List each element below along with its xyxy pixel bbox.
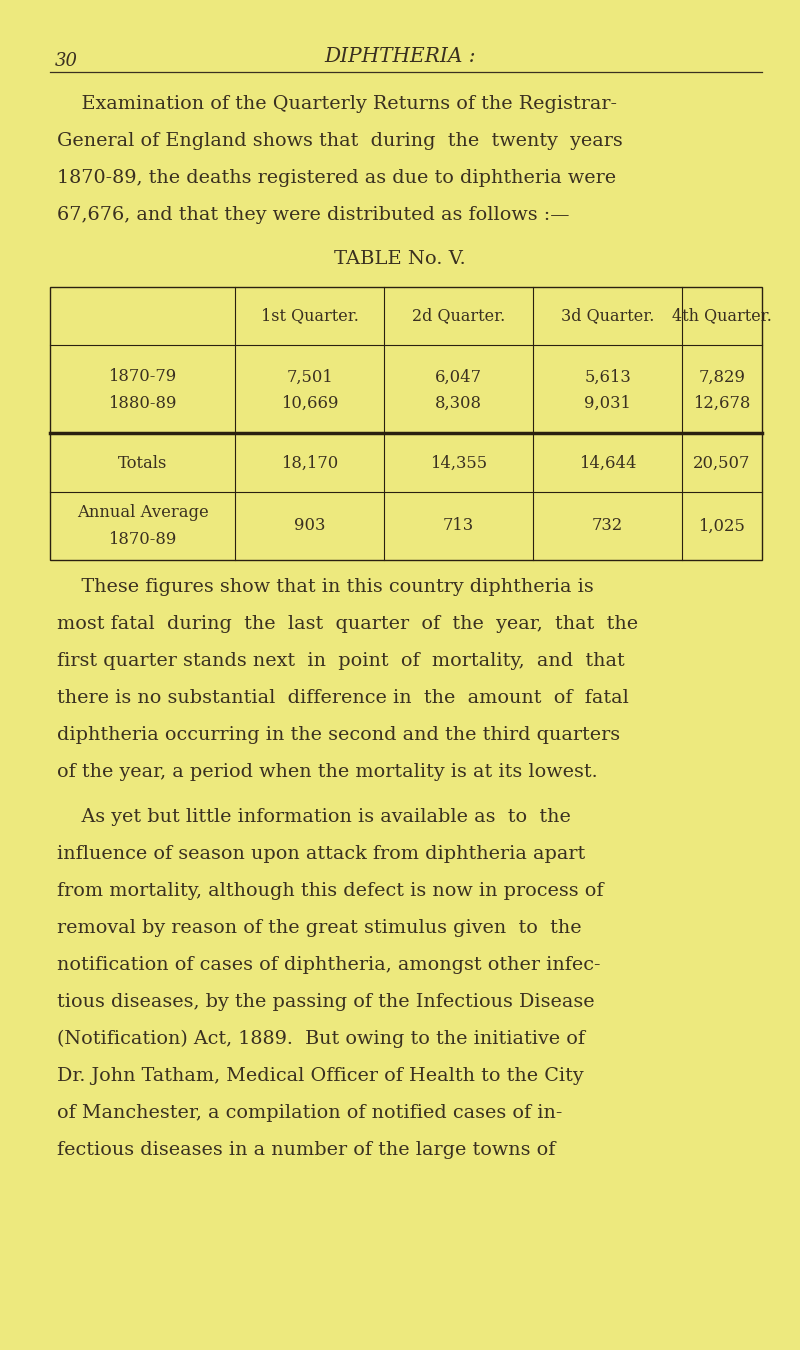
Text: 1,025: 1,025 xyxy=(698,517,746,535)
Text: influence of season upon attack from diphtheria apart: influence of season upon attack from dip… xyxy=(57,845,586,863)
Text: 903: 903 xyxy=(294,517,325,535)
Text: of Manchester, a compilation of notified cases of in-: of Manchester, a compilation of notified… xyxy=(57,1104,562,1122)
Text: tious diseases, by the passing of the Infectious Disease: tious diseases, by the passing of the In… xyxy=(57,994,594,1011)
Text: Examination of the Quarterly Returns of the Registrar-: Examination of the Quarterly Returns of … xyxy=(57,95,617,113)
Text: notification of cases of diphtheria, amongst other infec-: notification of cases of diphtheria, amo… xyxy=(57,956,601,973)
Text: Annual Average
1870-89: Annual Average 1870-89 xyxy=(77,505,208,548)
Text: 18,170: 18,170 xyxy=(281,455,338,472)
Text: 1870-79
1880-89: 1870-79 1880-89 xyxy=(108,369,177,412)
Text: first quarter stands next  in  point  of  mortality,  and  that: first quarter stands next in point of mo… xyxy=(57,652,625,670)
Text: General of England shows that  during  the  twenty  years: General of England shows that during the… xyxy=(57,132,622,150)
Text: 30: 30 xyxy=(55,53,78,70)
Text: 6,047
8,308: 6,047 8,308 xyxy=(435,369,482,412)
Text: removal by reason of the great stimulus given  to  the: removal by reason of the great stimulus … xyxy=(57,919,582,937)
Text: 67,676, and that they were distributed as follows :—: 67,676, and that they were distributed a… xyxy=(57,207,570,224)
Text: TABLE No. V.: TABLE No. V. xyxy=(334,250,466,269)
Text: 7,501
10,669: 7,501 10,669 xyxy=(281,369,338,412)
Text: These figures show that in this country diphtheria is: These figures show that in this country … xyxy=(57,578,594,595)
Text: diphtheria occurring in the second and the third quarters: diphtheria occurring in the second and t… xyxy=(57,726,620,744)
Text: 1870-89, the deaths registered as due to diphtheria were: 1870-89, the deaths registered as due to… xyxy=(57,169,616,188)
Text: As yet but little information is available as  to  the: As yet but little information is availab… xyxy=(57,809,571,826)
Text: Totals: Totals xyxy=(118,455,167,472)
Text: Dr. John Tatham, Medical Officer of Health to the City: Dr. John Tatham, Medical Officer of Heal… xyxy=(57,1066,584,1085)
Text: from mortality, although this defect is now in process of: from mortality, although this defect is … xyxy=(57,882,603,900)
Bar xyxy=(50,288,762,560)
Text: 732: 732 xyxy=(592,517,623,535)
Text: 14,355: 14,355 xyxy=(430,455,487,472)
Text: of the year, a period when the mortality is at its lowest.: of the year, a period when the mortality… xyxy=(57,763,598,782)
Text: most fatal  during  the  last  quarter  of  the  year,  that  the: most fatal during the last quarter of th… xyxy=(57,616,638,633)
Text: 1st Quarter.: 1st Quarter. xyxy=(261,308,358,324)
Text: 2d Quarter.: 2d Quarter. xyxy=(412,308,505,324)
Text: fectious diseases in a number of the large towns of: fectious diseases in a number of the lar… xyxy=(57,1141,555,1160)
Text: 713: 713 xyxy=(443,517,474,535)
Text: 3d Quarter.: 3d Quarter. xyxy=(561,308,654,324)
Text: 5,613
9,031: 5,613 9,031 xyxy=(584,369,631,412)
Text: 14,644: 14,644 xyxy=(578,455,636,472)
Text: 7,829
12,678: 7,829 12,678 xyxy=(694,369,750,412)
Text: there is no substantial  difference in  the  amount  of  fatal: there is no substantial difference in th… xyxy=(57,688,629,707)
Text: (Notification) Act, 1889.  But owing to the initiative of: (Notification) Act, 1889. But owing to t… xyxy=(57,1030,585,1048)
Text: DIPHTHERIA :: DIPHTHERIA : xyxy=(324,47,476,66)
Text: 4th Quarter.: 4th Quarter. xyxy=(672,308,772,324)
Text: 20,507: 20,507 xyxy=(694,455,750,472)
